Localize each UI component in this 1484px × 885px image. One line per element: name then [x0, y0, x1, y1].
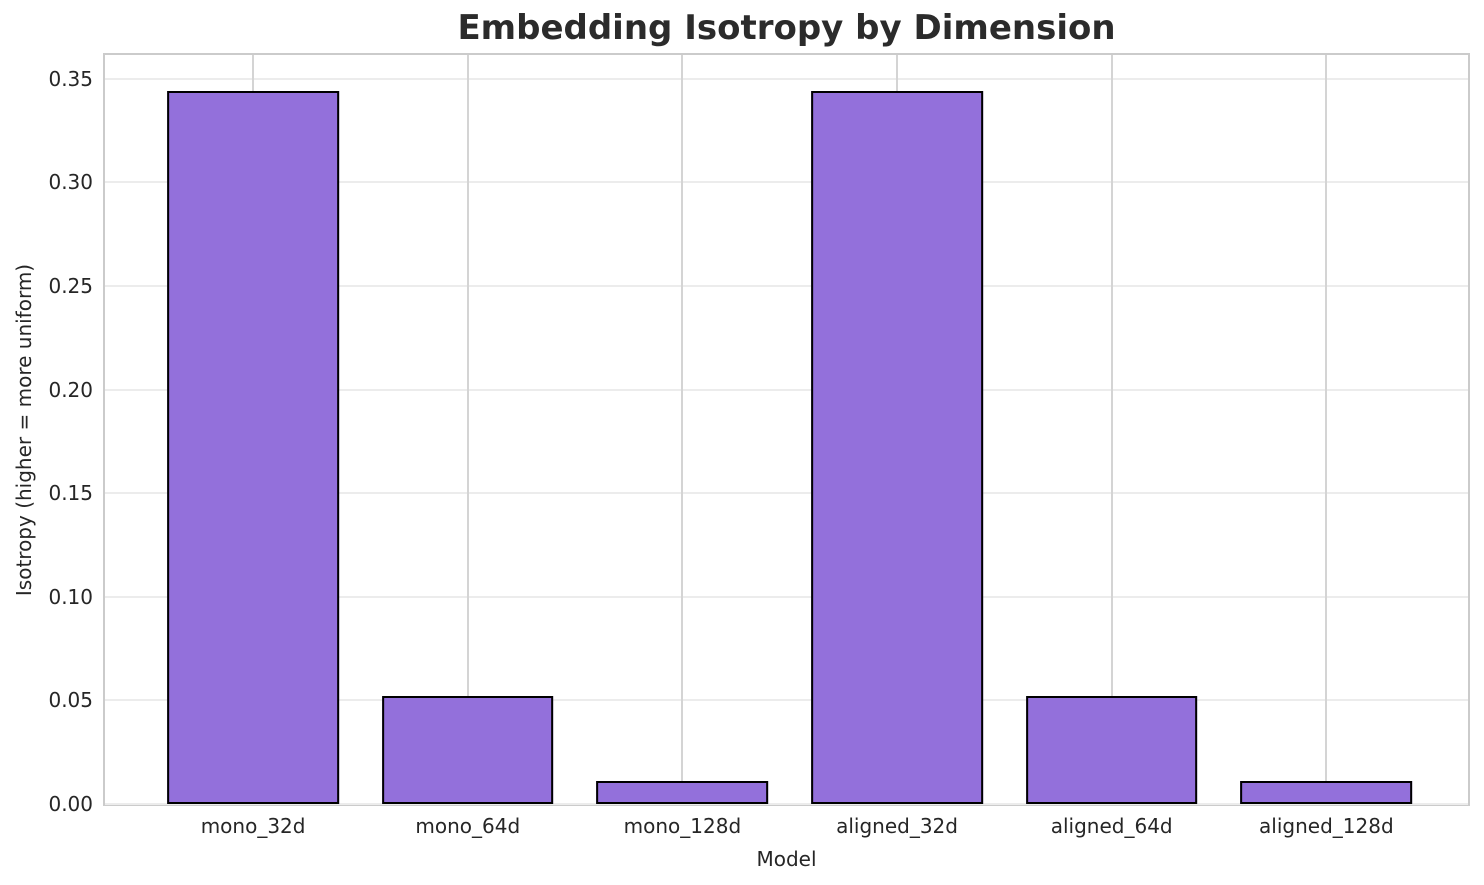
- y-tick-label: 0.25: [48, 274, 93, 299]
- h-gridline: [105, 388, 1468, 391]
- v-gridline: [681, 55, 684, 804]
- bar-mono_64d: [381, 696, 554, 804]
- h-gridline: [105, 285, 1468, 288]
- x-tick-label: mono_128d: [623, 814, 742, 838]
- x-tick-label: mono_32d: [200, 814, 306, 838]
- x-axis-label: Model: [756, 847, 817, 871]
- y-tick-label: 0.10: [48, 584, 93, 609]
- v-gridline: [1325, 55, 1328, 804]
- h-gridline: [105, 77, 1468, 80]
- bar-aligned_128d: [1240, 781, 1413, 804]
- v-gridline: [1110, 55, 1113, 804]
- bar-aligned_32d: [811, 91, 983, 804]
- bar-mono_128d: [596, 781, 769, 804]
- h-gridline: [105, 492, 1468, 495]
- y-tick-label: 0.30: [48, 170, 93, 195]
- plot-area: 0.00 0.05 0.10 0.15 0.20 0.25 0.30 0.35 mono_32d…: [48, 53, 1470, 836]
- x-tick-label: aligned_32d: [836, 814, 958, 838]
- x-tick-label: aligned_64d: [1050, 814, 1173, 838]
- v-gridline: [466, 55, 469, 804]
- h-gridline: [105, 181, 1468, 184]
- h-gridline: [105, 803, 1468, 805]
- chart-title: Embedding Isotropy by Dimension: [457, 8, 1116, 48]
- y-tick-label: 0.20: [48, 377, 93, 402]
- y-tick-label: 0.00: [48, 792, 93, 816]
- bar-mono_32d: [167, 91, 339, 804]
- x-tick-label: mono_64d: [415, 814, 521, 838]
- y-tick-label: 0.05: [48, 688, 93, 713]
- x-tick-label: aligned_128d: [1259, 814, 1394, 838]
- h-gridline: [105, 699, 1468, 702]
- bar-aligned_64d: [1025, 696, 1198, 804]
- y-axis-label: Isotropy (higher = more uniform): [12, 263, 36, 597]
- y-tick-label: 0.15: [48, 481, 93, 506]
- y-tick-label: 0.35: [48, 66, 93, 91]
- h-gridline: [105, 595, 1468, 598]
